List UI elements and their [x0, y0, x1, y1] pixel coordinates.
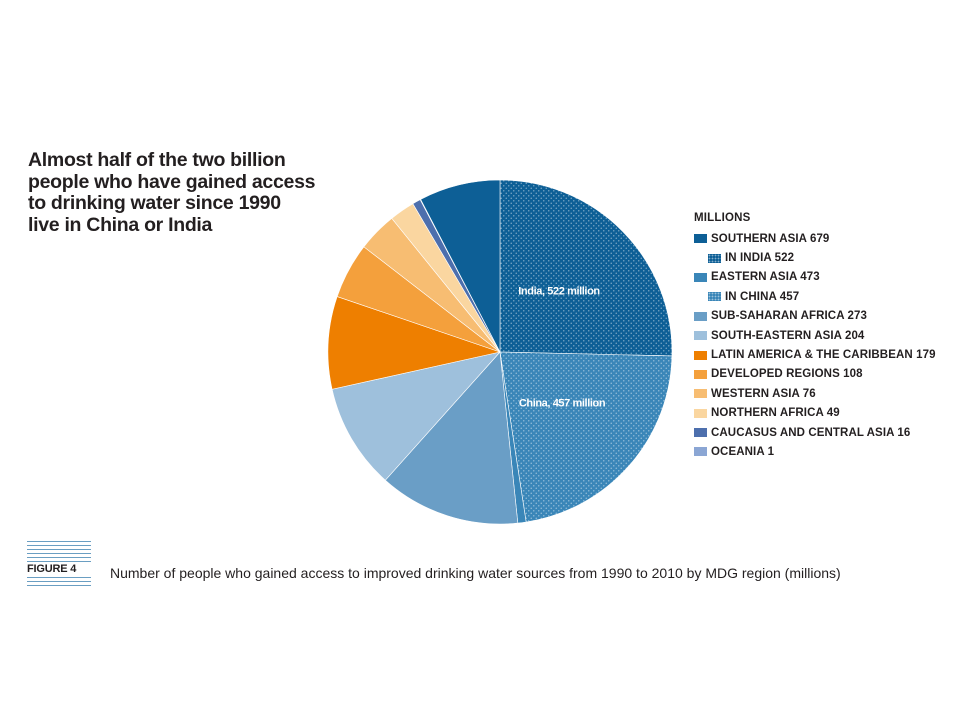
legend-swatch: [694, 234, 707, 244]
legend-label: WESTERN ASIA 76: [711, 387, 816, 400]
legend-swatch: [694, 428, 707, 438]
pie-slice-india: [499, 179, 673, 357]
legend-swatch: [694, 331, 707, 341]
pie-slice-southern-asia-rest: [420, 179, 501, 353]
legend-swatch: [694, 350, 707, 360]
legend-title: MILLIONS: [694, 212, 751, 224]
legend-label: SOUTHERN ASIA 679: [711, 232, 830, 245]
legend-item: SOUTHERN ASIA 679: [694, 229, 960, 248]
legend-label: IN CHINA 457: [725, 290, 800, 303]
legend-swatch: [694, 447, 707, 457]
legend-item: SUB-SAHARAN AFRICA 273: [694, 307, 960, 326]
legend-label: SUB-SAHARAN AFRICA 273: [711, 310, 867, 323]
legend-item: WESTERN ASIA 76: [694, 384, 960, 403]
figure-label: FIGURE 4: [27, 562, 91, 576]
legend-label: SOUTH-EASTERN ASIA 204: [711, 329, 865, 342]
legend-label: NORTHERN AFRICA 49: [711, 407, 840, 420]
pie-slice-china: [499, 351, 673, 523]
legend-item: SOUTH-EASTERN ASIA 204: [694, 326, 960, 345]
chart-headline: Almost half of the two billion people wh…: [28, 149, 316, 236]
legend-label: CAUCASUS AND CENTRAL ASIA 16: [711, 426, 911, 439]
figure-caption: Number of people who gained access to im…: [110, 565, 841, 581]
slice-label-china: China, 457 million: [519, 398, 606, 410]
legend-swatch: [708, 253, 721, 263]
legend-item: NORTHERN AFRICA 49: [694, 404, 960, 423]
legend-item: IN CHINA 457: [694, 287, 960, 306]
legend-item: OCEANIA 1: [694, 442, 960, 461]
legend-item: EASTERN ASIA 473: [694, 268, 960, 287]
pie-slice-sub-saharan: [384, 351, 519, 525]
legend-swatch: [708, 292, 721, 302]
legend-item: CAUCASUS AND CENTRAL ASIA 16: [694, 423, 960, 442]
legend-swatch: [694, 272, 707, 282]
legend-label: DEVELOPED REGIONS 108: [711, 368, 863, 381]
pie-chart: India, 522 million China, 457 million: [327, 179, 673, 525]
chart-legend: MILLIONS SOUTHERN ASIA 679 IN INDIA 522 EA…: [694, 210, 960, 462]
legend-item: DEVELOPED REGIONS 108: [694, 365, 960, 384]
legend-swatch: [694, 311, 707, 321]
legend-item: LATIN AMERICA & THE CARIBBEAN 179: [694, 345, 960, 364]
legend-label: OCEANIA 1: [711, 445, 775, 458]
figure-label-box: FIGURE 4: [27, 541, 91, 587]
slice-label-india: India, 522 million: [518, 285, 600, 297]
legend-label: EASTERN ASIA 473: [711, 271, 820, 284]
legend-label: LATIN AMERICA & THE CARIBBEAN 179: [711, 349, 936, 362]
legend-label: IN INDIA 522: [725, 252, 795, 265]
legend-swatch: [694, 408, 707, 418]
legend-item: IN INDIA 522: [694, 248, 960, 267]
pie-slice-south-eastern: [331, 351, 501, 481]
legend-swatch: [694, 389, 707, 399]
pie-slice-latin-america: [327, 296, 502, 390]
legend-swatch: [694, 369, 707, 379]
